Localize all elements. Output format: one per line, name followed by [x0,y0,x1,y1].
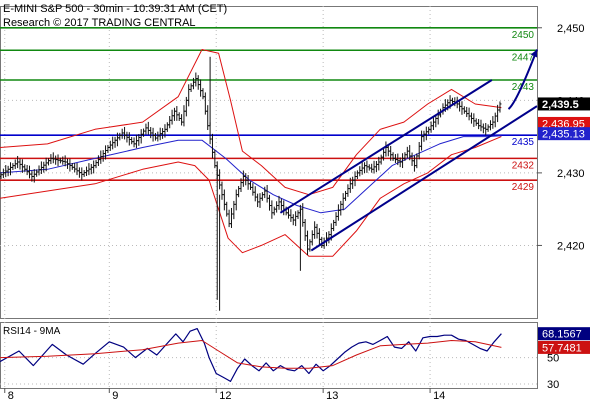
moving-average-line [0,135,502,214]
level-label-2429: 2429 [512,182,535,193]
y-tick-label: 2,430 [557,168,585,180]
rsi-value-label-rsi: 68.1567 [542,329,582,341]
rsi-series-rsi_ma [0,340,502,369]
channel-lower-line [310,105,538,252]
chart-subtitle: Research © 2017 TRADING CENTRAL [3,17,196,29]
bollinger-lower-line [0,136,502,257]
projection-arrow-head [530,49,538,58]
level-label-2447: 2447 [512,52,535,63]
chart-title: E-MINI S&P 500 - 30min - 10:39:31 AM (CE… [3,3,228,15]
value-label-moving-average: 2,435.13 [542,129,585,141]
y-tick-label: 2,450 [557,23,585,35]
level-label-2432: 2432 [512,160,535,171]
value-label-box-moving-average [538,127,590,141]
channel-upper-line [279,79,493,214]
rsi-value-label-box-rsi [538,327,590,341]
x-tick-label: 8 [8,390,14,400]
rsi-y-tick-label: 50 [547,353,559,365]
bollinger-upper-line [0,49,502,196]
value-label-box-last [538,97,590,111]
rsi-value-label-rsi_ma: 57.7481 [542,342,582,354]
rsi-value-label-box-rsi_ma [538,340,590,354]
level-label-2443: 2443 [512,82,535,93]
price-panel-frame [0,6,538,319]
x-tick-label: 9 [112,390,118,400]
value-label-last: 2,439.5 [542,99,579,111]
rsi-panel-frame [0,322,538,389]
rsi-title: RSI14 - 9MA [3,326,61,337]
level-label-2450: 2450 [512,30,535,41]
y-tick-label: 2,420 [557,240,585,252]
value-label-box-upper-band [538,116,590,130]
level-label-2435: 2435 [512,137,535,148]
rsi-y-tick-label: 30 [547,379,559,391]
projection-arrow [507,49,538,110]
x-tick-label: 13 [326,390,338,400]
x-tick-label: 12 [219,390,231,400]
x-tick-label: 14 [433,390,445,400]
rsi-series-rsi [0,328,502,382]
